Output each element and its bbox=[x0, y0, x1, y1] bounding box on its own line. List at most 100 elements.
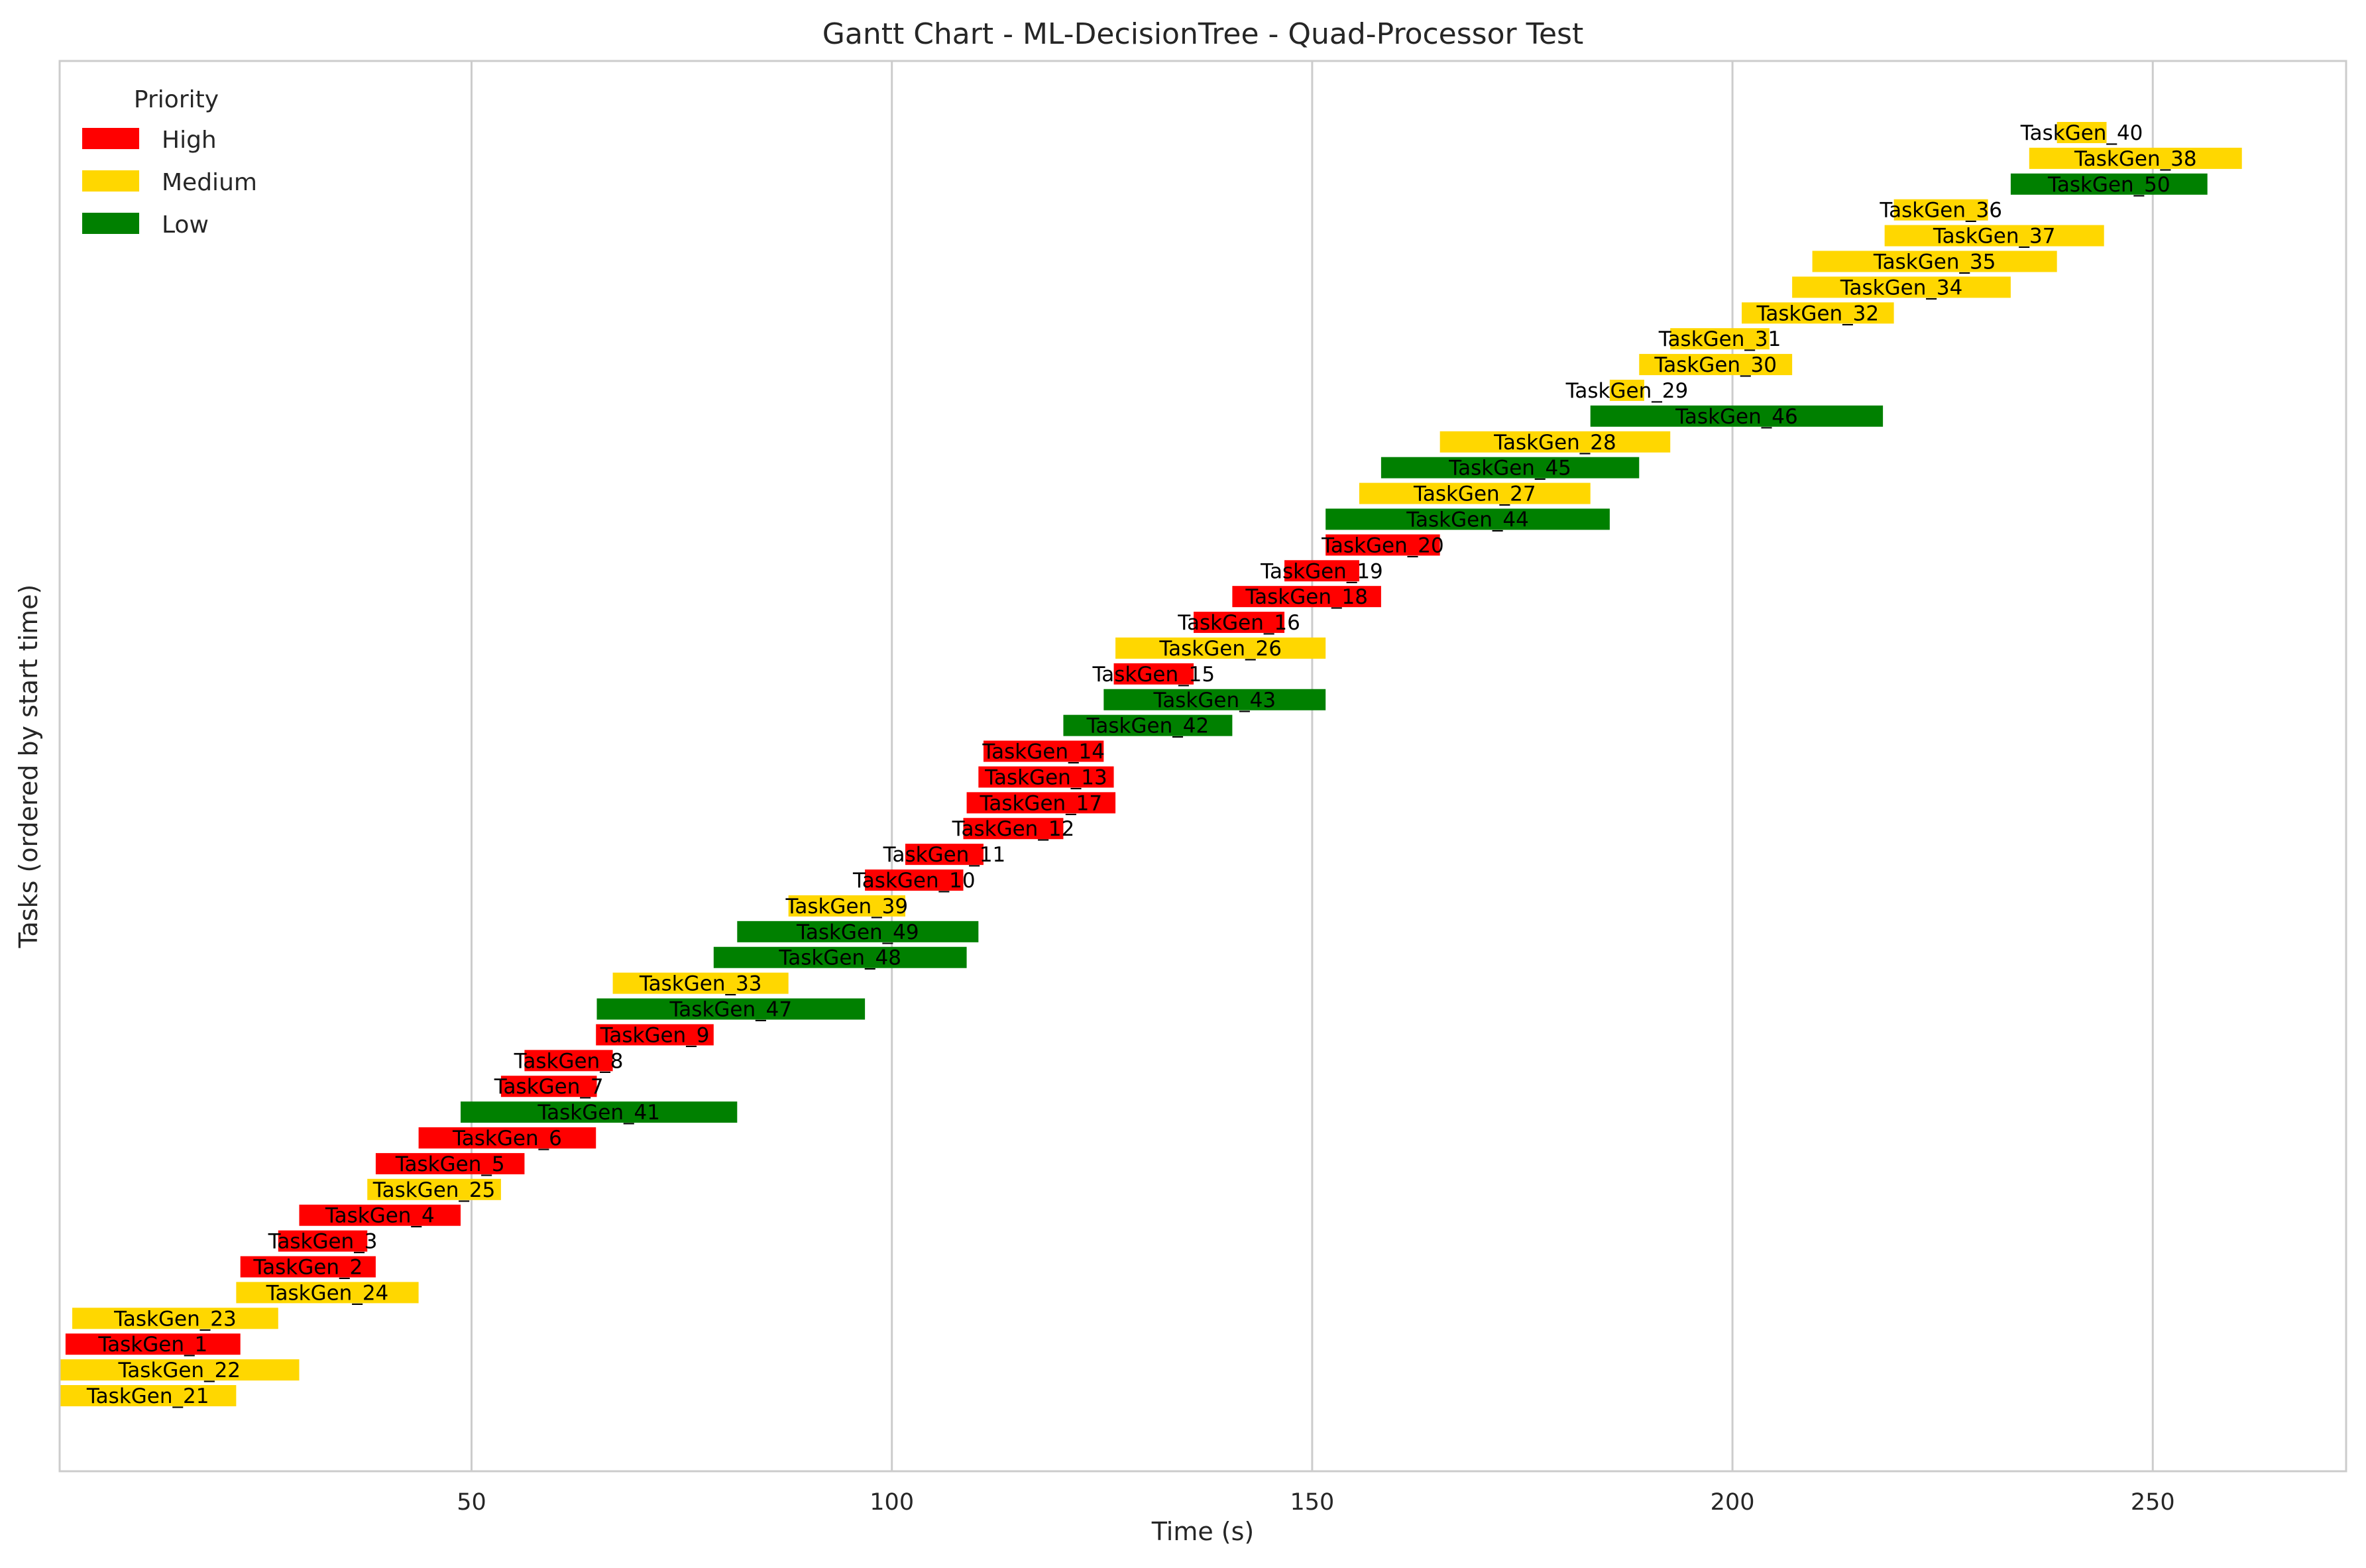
task-bar-label: TaskGen_26 bbox=[1158, 637, 1282, 661]
legend: Priority High Medium Low bbox=[82, 86, 257, 239]
task-bar-label: TaskGen_6 bbox=[452, 1127, 562, 1150]
task-bar-label: TaskGen_33 bbox=[639, 972, 762, 996]
x-tick-label: 250 bbox=[2131, 1489, 2175, 1516]
task-bar-label: TaskGen_18 bbox=[1245, 585, 1368, 609]
task-bar bbox=[1742, 302, 1894, 324]
task-bar bbox=[60, 1359, 300, 1381]
y-axis-label: Tasks (ordered by start time) bbox=[14, 585, 43, 949]
task-bar-label: TaskGen_50 bbox=[2047, 173, 2170, 197]
legend-title: Priority bbox=[134, 86, 219, 113]
task-bar-label: TaskGen_14 bbox=[982, 740, 1105, 764]
task-bar bbox=[788, 895, 905, 917]
task-bar-label: TaskGen_4 bbox=[325, 1204, 435, 1228]
task-bar bbox=[524, 1050, 613, 1072]
task-bar bbox=[60, 1385, 237, 1406]
task-bar-label: TaskGen_22 bbox=[117, 1359, 241, 1382]
task-bar bbox=[1639, 354, 1793, 376]
task-bar-label: TaskGen_45 bbox=[1448, 457, 1571, 480]
task-bar bbox=[461, 1101, 738, 1123]
task-bar-label: TaskGen_46 bbox=[1675, 405, 1798, 429]
task-bar-label: TaskGen_9 bbox=[600, 1023, 710, 1047]
task-bar-label: TaskGen_49 bbox=[796, 921, 919, 944]
task-bar bbox=[865, 869, 964, 891]
task-bar bbox=[983, 740, 1104, 762]
task-bar bbox=[278, 1230, 368, 1252]
task-bar-label: TaskGen_7 bbox=[494, 1075, 604, 1099]
task-bar-label: TaskGen_3 bbox=[268, 1230, 378, 1254]
task-bar-label: TaskGen_42 bbox=[1086, 714, 1210, 738]
task-bar-label: TaskGen_31 bbox=[1658, 327, 1781, 351]
task-bar-label: TaskGen_23 bbox=[113, 1307, 237, 1331]
task-bar bbox=[2056, 122, 2107, 143]
task-bar-label: TaskGen_43 bbox=[1153, 689, 1276, 712]
task-bar bbox=[1380, 457, 1640, 478]
task-bar bbox=[1884, 225, 2104, 247]
task-bar-label: TaskGen_39 bbox=[785, 895, 909, 919]
task-bar-label: TaskGen_24 bbox=[266, 1281, 389, 1305]
task-bar bbox=[713, 946, 967, 968]
task-bar-label: TaskGen_32 bbox=[1756, 302, 1880, 325]
task-bar bbox=[1284, 560, 1359, 582]
task-bar bbox=[236, 1282, 419, 1304]
task-bar bbox=[737, 921, 979, 942]
task-bar-label: TaskGen_47 bbox=[669, 998, 793, 1022]
task-bar bbox=[1115, 637, 1326, 659]
task-bar-label: TaskGen_36 bbox=[1879, 199, 2002, 223]
plot-background bbox=[60, 61, 2346, 1471]
task-bar-label: TaskGen_48 bbox=[778, 946, 901, 970]
task-bar-label: TaskGen_19 bbox=[1260, 559, 1383, 583]
task-bar bbox=[1590, 405, 1884, 427]
task-bar bbox=[1670, 328, 1770, 350]
legend-swatch-low bbox=[82, 213, 139, 234]
task-bar-label: TaskGen_16 bbox=[1177, 611, 1300, 635]
task-bar bbox=[905, 844, 984, 866]
task-bar bbox=[367, 1178, 501, 1200]
task-bar-label: TaskGen_35 bbox=[1873, 250, 1996, 274]
task-bar-label: TaskGen_37 bbox=[1933, 225, 2056, 249]
x-tick-label: 100 bbox=[870, 1489, 914, 1516]
task-bar-label: TaskGen_29 bbox=[1565, 379, 1689, 403]
task-bar-label: TaskGen_15 bbox=[1092, 663, 1215, 687]
task-bar bbox=[1063, 714, 1233, 736]
task-bar-label: TaskGen_13 bbox=[984, 765, 1107, 789]
task-bar bbox=[299, 1204, 461, 1226]
task-bar-label: TaskGen_44 bbox=[1406, 508, 1529, 532]
task-bar bbox=[966, 792, 1116, 814]
task-bar-label: TaskGen_30 bbox=[1654, 353, 1777, 377]
task-bar-label: TaskGen_41 bbox=[537, 1101, 660, 1125]
chart-title: Gantt Chart - ML-DecisionTree - Quad-Pro… bbox=[822, 17, 1583, 51]
task-bars bbox=[60, 122, 2242, 1406]
legend-label-high: High bbox=[162, 127, 217, 154]
task-bar bbox=[1439, 431, 1671, 453]
task-bar-label: TaskGen_10 bbox=[852, 869, 976, 893]
task-bar bbox=[978, 766, 1114, 788]
legend-label-medium: Medium bbox=[162, 169, 257, 196]
task-bar bbox=[2029, 147, 2242, 169]
task-bar bbox=[596, 1024, 714, 1046]
task-bar-label: TaskGen_17 bbox=[980, 791, 1103, 815]
task-bar-label: TaskGen_5 bbox=[395, 1152, 505, 1176]
task-bar bbox=[1792, 276, 2011, 298]
task-bar bbox=[1359, 482, 1591, 504]
task-bar-label: TaskGen_8 bbox=[514, 1049, 624, 1073]
legend-swatch-high bbox=[82, 128, 139, 149]
task-bar bbox=[65, 1333, 241, 1355]
task-bar-label: TaskGen_27 bbox=[1413, 482, 1536, 506]
x-axis-label: Time (s) bbox=[1151, 1517, 1255, 1546]
task-bar-label: TaskGen_2 bbox=[253, 1256, 363, 1280]
task-bar bbox=[963, 818, 1064, 840]
task-bar-label: TaskGen_38 bbox=[2074, 147, 2197, 171]
task-bar-label: TaskGen_21 bbox=[86, 1384, 209, 1408]
task-bar bbox=[1609, 379, 1644, 401]
task-bar bbox=[500, 1076, 597, 1097]
task-bar bbox=[1325, 508, 1610, 530]
task-bar bbox=[1893, 199, 1988, 221]
task-bar-label: TaskGen_25 bbox=[372, 1178, 496, 1202]
task-bar-label: TaskGen_40 bbox=[2020, 121, 2143, 145]
task-bar bbox=[1325, 534, 1440, 556]
plot-frame bbox=[58, 60, 2347, 1473]
task-bar-label: TaskGen_1 bbox=[97, 1333, 207, 1357]
task-bar-label: TaskGen_11 bbox=[883, 843, 1006, 867]
